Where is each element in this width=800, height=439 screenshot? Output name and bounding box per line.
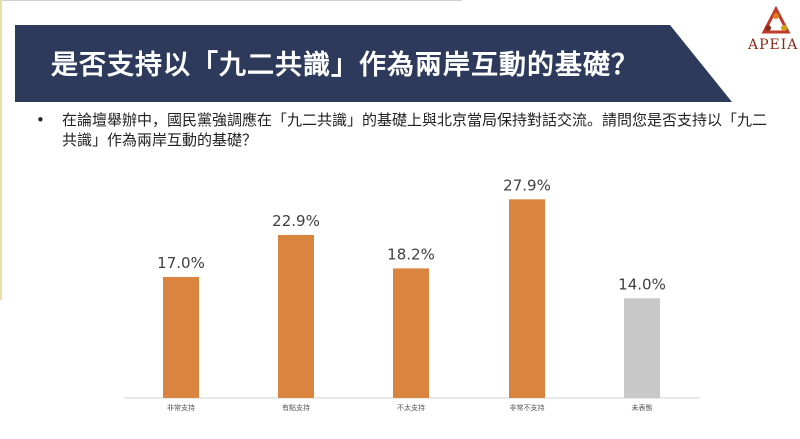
apeia-logo: APEIA <box>748 5 800 56</box>
bar-3 <box>393 268 429 398</box>
slide-title: 是否支持以「九二共識」作為兩岸互動的基礎？ <box>51 50 639 81</box>
category-label-2: 有點支持 <box>282 403 310 412</box>
bar-1 <box>163 276 199 398</box>
data-label-5: 14.0% <box>618 275 666 293</box>
data-label-2: 22.9% <box>272 212 320 230</box>
top-divider <box>0 0 462 1</box>
data-label-1: 17.0% <box>157 254 205 272</box>
title-banner-shape <box>15 25 732 102</box>
title-banner: 是否支持以「九二共識」作為兩岸互動的基礎？ <box>15 25 732 102</box>
bar-2 <box>278 234 314 398</box>
bar-4 <box>509 199 545 398</box>
data-label-3: 18.2% <box>387 245 435 263</box>
left-accent-line <box>0 0 2 300</box>
category-label-4: 非常不支持 <box>510 403 545 412</box>
category-label-3: 不太支持 <box>397 403 425 412</box>
logo-emblem-icon <box>761 5 791 34</box>
bar-5 <box>624 298 660 398</box>
survey-question: 在論壇舉辦中，國民黨強調應在「九二共識」的基礎上與北京當局保持對話交流。請問您是… <box>62 111 768 149</box>
category-label-5: 未表態 <box>632 403 653 412</box>
bullet-point: • <box>36 111 45 129</box>
category-label-1: 非常支持 <box>167 403 195 412</box>
data-label-4: 27.9% <box>503 176 551 194</box>
logo-text: APEIA <box>748 37 799 53</box>
